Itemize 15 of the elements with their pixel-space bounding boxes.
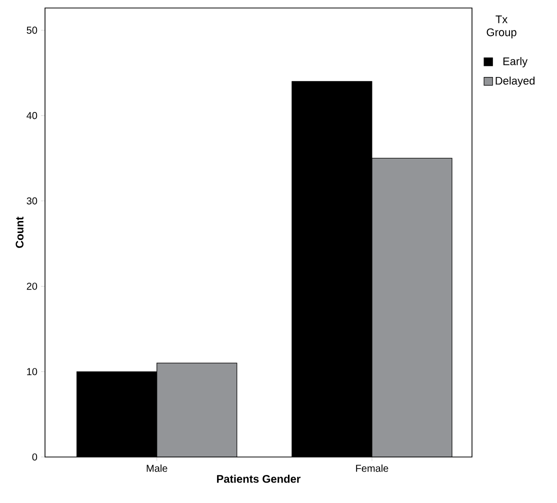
y-tick-label: 50 <box>26 26 38 34</box>
legend-label: Delayed <box>496 76 535 87</box>
legend-title: Tx Group <box>486 16 516 38</box>
x-tick-label: Male <box>146 464 168 472</box>
legend-label: Early <box>503 57 528 68</box>
x-axis-title: Patients Gender <box>217 474 300 483</box>
y-tick-label: 40 <box>26 112 38 120</box>
x-tick-label: Female <box>356 464 388 472</box>
bar <box>156 362 238 457</box>
y-tick-label: 20 <box>26 282 38 290</box>
bar <box>372 158 452 457</box>
y-tick-label: 30 <box>26 197 38 204</box>
y-tick-label: 10 <box>27 368 38 376</box>
y-axis-title: Count <box>16 216 24 248</box>
y-tick-label: 0 <box>32 453 38 461</box>
